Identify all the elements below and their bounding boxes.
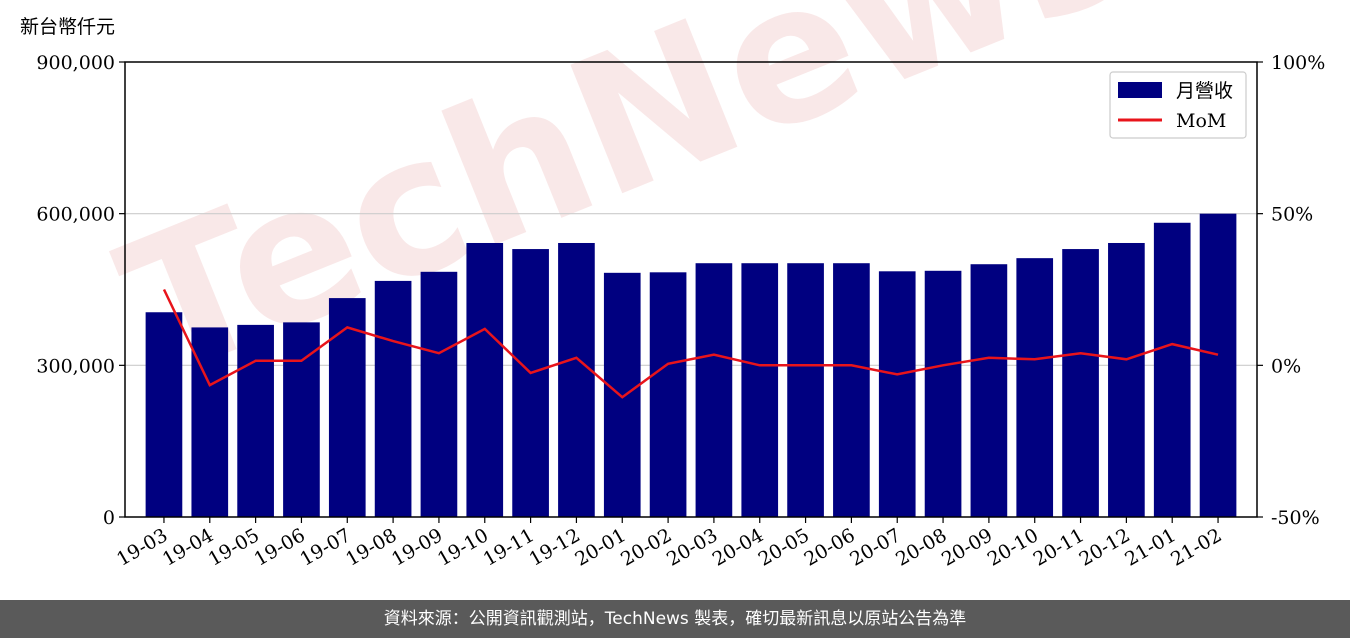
- bar-19-11: [512, 249, 549, 518]
- bar-20-06: [833, 263, 870, 517]
- bar-20-05: [787, 263, 824, 517]
- x-tick-label: 19-05: [205, 524, 263, 570]
- bar-19-07: [328, 298, 366, 517]
- bar-20-09: [970, 264, 1008, 517]
- bar-20-12: [1108, 242, 1145, 517]
- bar-21-02: [1199, 213, 1237, 517]
- x-tick-label: 21-01: [1121, 524, 1179, 570]
- bar-20-10: [1016, 258, 1054, 517]
- x-tick-label: 19-12: [525, 524, 583, 570]
- bar-19-12: [558, 242, 595, 517]
- bar-19-06: [283, 322, 320, 517]
- chart-area: TechNews 0 300,000 600,000 900,000 -50% 0% 50%…: [20, 0, 1325, 571]
- bar-20-04: [741, 263, 779, 517]
- y-right-tick-label: 100%: [1271, 52, 1325, 74]
- x-tick-label: 20-04: [709, 524, 767, 570]
- y-left-tick-label: 900,000: [36, 52, 115, 74]
- bar-20-03: [695, 263, 733, 517]
- legend-label-revenue: 月營收: [1176, 80, 1233, 102]
- x-tick-label: 19-03: [113, 524, 171, 570]
- x-tick-label: 20-09: [938, 524, 996, 570]
- bar-20-02: [649, 272, 687, 517]
- x-tick-label: 19-08: [342, 524, 400, 570]
- legend-swatch-bar: [1118, 82, 1162, 98]
- x-tick-label: 20-01: [571, 524, 629, 570]
- x-tick-label: 19-11: [480, 524, 538, 570]
- chart-svg: 0 300,000 600,000 900,000 -50% 0% 50% 100% 19-03…: [20, 16, 1325, 571]
- legend-label-mom: MoM: [1176, 110, 1226, 132]
- x-tick-label: 21-02: [1167, 524, 1225, 570]
- bar-20-07: [878, 271, 916, 517]
- x-tick-label: 20-02: [617, 524, 675, 570]
- x-tick-label: 20-08: [892, 524, 950, 570]
- x-tick-label: 19-06: [251, 524, 309, 570]
- y-left-tick-label: 300,000: [36, 355, 115, 377]
- y-right-tick-label: -50%: [1271, 507, 1320, 529]
- y-left-axis-label: 新台幣仟元: [20, 16, 115, 38]
- x-tick-label: 19-04: [159, 524, 217, 570]
- bar-20-01: [603, 272, 641, 517]
- x-tick-label: 19-09: [388, 524, 446, 570]
- y-right-tick-label: 50%: [1271, 204, 1313, 226]
- bar-21-01: [1153, 222, 1191, 517]
- y-right-tick-label: 0%: [1271, 355, 1301, 377]
- plot-frame: [124, 61, 1258, 518]
- bar-19-08: [374, 280, 412, 517]
- bar-19-09: [420, 271, 458, 517]
- bar-19-05: [237, 324, 274, 517]
- bar-19-10: [466, 242, 504, 517]
- bar-20-08: [924, 270, 962, 517]
- source-footer: 資料來源：公開資訊觀測站，TechNews 製表，確切最新訊息以原站公告為準: [0, 600, 1350, 638]
- x-tick-label: 20-10: [984, 524, 1042, 570]
- y-left-tick-label: 0: [103, 507, 115, 529]
- x-tick-label: 20-05: [755, 524, 813, 570]
- x-tick-label: 20-06: [800, 524, 858, 570]
- x-tick-label: 20-07: [846, 524, 904, 570]
- x-tick-label: 20-12: [1075, 524, 1133, 570]
- x-tick-label: 20-03: [663, 524, 721, 570]
- bar-19-03: [145, 312, 183, 517]
- x-tick-label: 19-07: [296, 524, 354, 570]
- y-left-tick-label: 600,000: [36, 204, 115, 226]
- x-tick-label: 20-11: [1030, 524, 1088, 570]
- x-tick-label: 19-10: [434, 524, 492, 570]
- mom-line: [162, 288, 1219, 399]
- bar-20-11: [1062, 249, 1099, 518]
